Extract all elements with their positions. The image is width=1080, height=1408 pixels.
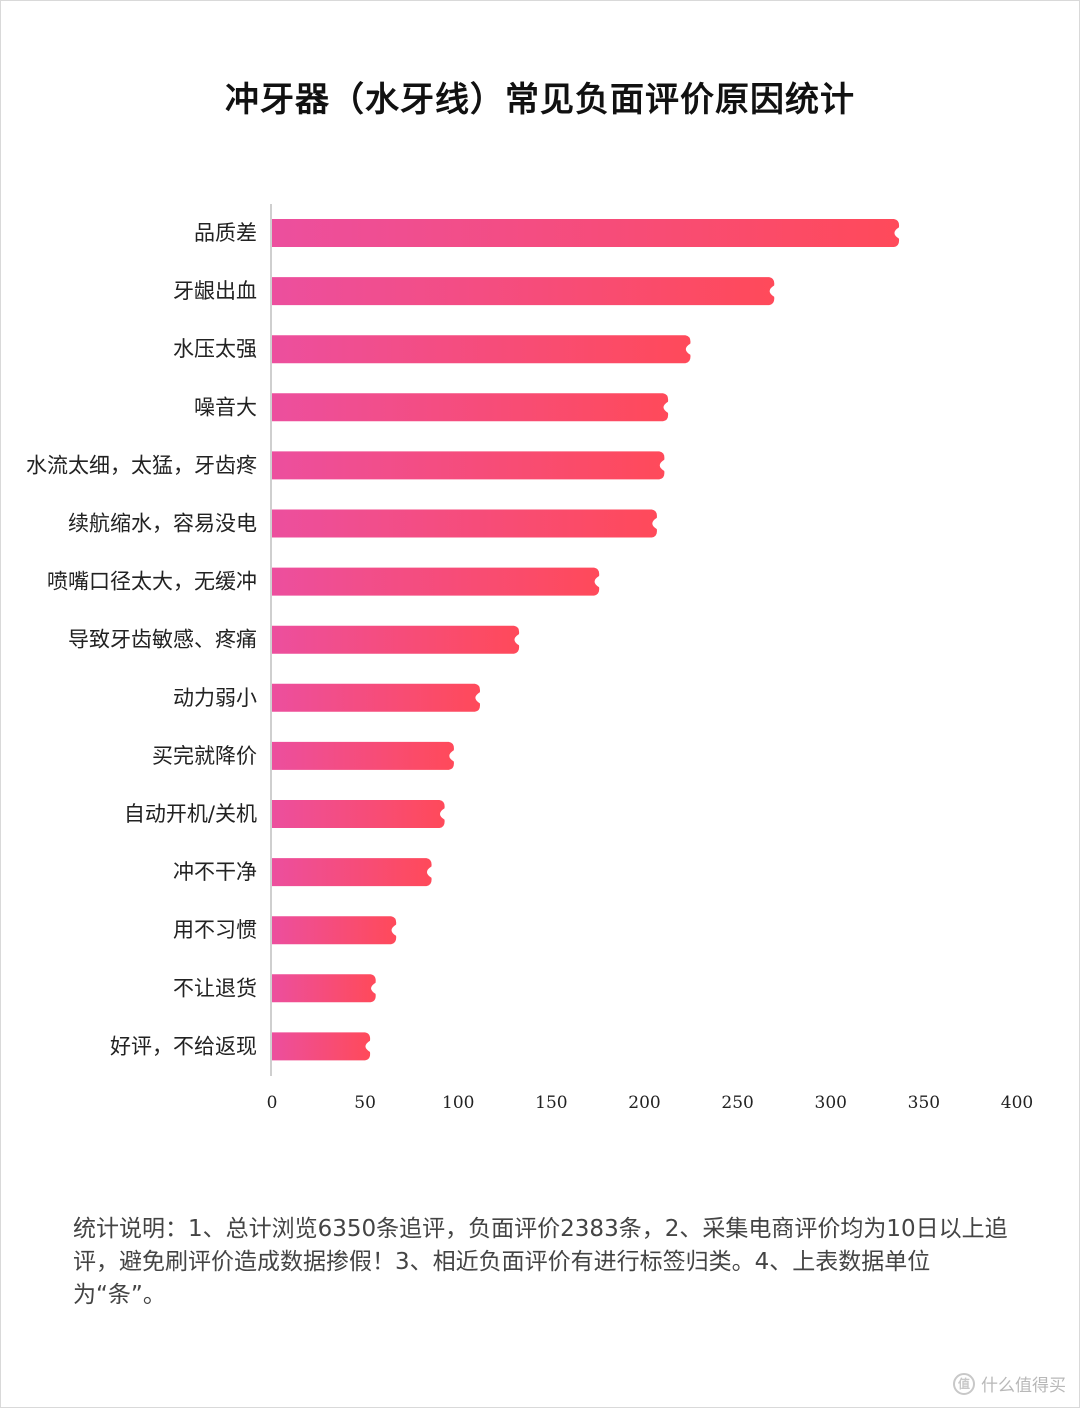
x-tick-label-100: 100 — [442, 1093, 474, 1113]
chart-title: 冲牙器（水牙线）常见负面评价原因统计 — [225, 80, 855, 120]
bar-3 — [272, 335, 691, 364]
bar-7 — [272, 567, 600, 596]
category-label-5: 水流太细，太猛，牙齿疼 — [26, 453, 257, 477]
category-label-13: 用不习惯 — [173, 918, 257, 942]
statistics-note: 统计说明：1、总计浏览6350条追评，负面评价2383条，2、采集电商评价均为1… — [73, 1216, 1008, 1308]
x-tick-label-250: 250 — [721, 1093, 753, 1113]
category-label-4: 噪音大 — [194, 395, 257, 419]
category-label-11: 自动开机/关机 — [124, 802, 257, 826]
bar-4 — [272, 393, 669, 422]
category-label-2: 牙龈出血 — [173, 279, 257, 303]
x-tick-label-150: 150 — [535, 1093, 567, 1113]
bar-14 — [272, 974, 376, 1003]
category-label-14: 不让退货 — [173, 976, 257, 1000]
category-label-10: 买完就降价 — [152, 744, 257, 768]
bar-6 — [272, 509, 657, 538]
bar-2 — [272, 277, 775, 306]
category-label-15: 好评，不给返现 — [110, 1034, 257, 1058]
bar-9 — [272, 683, 481, 712]
bar-10 — [272, 741, 454, 770]
x-tick-label-200: 200 — [628, 1093, 660, 1113]
category-label-7: 喷嘴口径太大，无缓冲 — [47, 570, 257, 594]
category-label-6: 续航缩水，容易没电 — [68, 512, 257, 536]
x-tick-label-400: 400 — [1001, 1093, 1033, 1113]
category-label-3: 水压太强 — [173, 337, 257, 361]
x-tick-label-350: 350 — [908, 1093, 940, 1113]
bar-1 — [272, 219, 900, 247]
watermark-logo-icon: 值 — [953, 1372, 975, 1395]
bar-13 — [272, 916, 397, 945]
x-tick-label-50: 50 — [354, 1093, 376, 1113]
category-label-9: 动力弱小 — [173, 686, 257, 710]
category-label-8: 导致牙齿敏感、疼痛 — [68, 628, 257, 652]
bar-15 — [272, 1032, 371, 1061]
bar-5 — [272, 451, 665, 480]
watermark: 值 什么值得买 — [953, 1371, 1066, 1396]
bar-8 — [272, 625, 520, 654]
watermark-text: 什么值得买 — [981, 1376, 1066, 1396]
bar-chart: 品质差牙龈出血水压太强噪音大水流太细，太猛，牙齿疼续航缩水，容易没电喷嘴口径太大… — [26, 204, 1033, 1113]
category-label-1: 品质差 — [194, 221, 257, 245]
bar-11 — [272, 800, 445, 828]
x-tick-label-0: 0 — [267, 1093, 278, 1113]
category-label-12: 冲不干净 — [173, 860, 257, 884]
x-tick-label-300: 300 — [815, 1093, 847, 1113]
bar-12 — [272, 858, 432, 887]
